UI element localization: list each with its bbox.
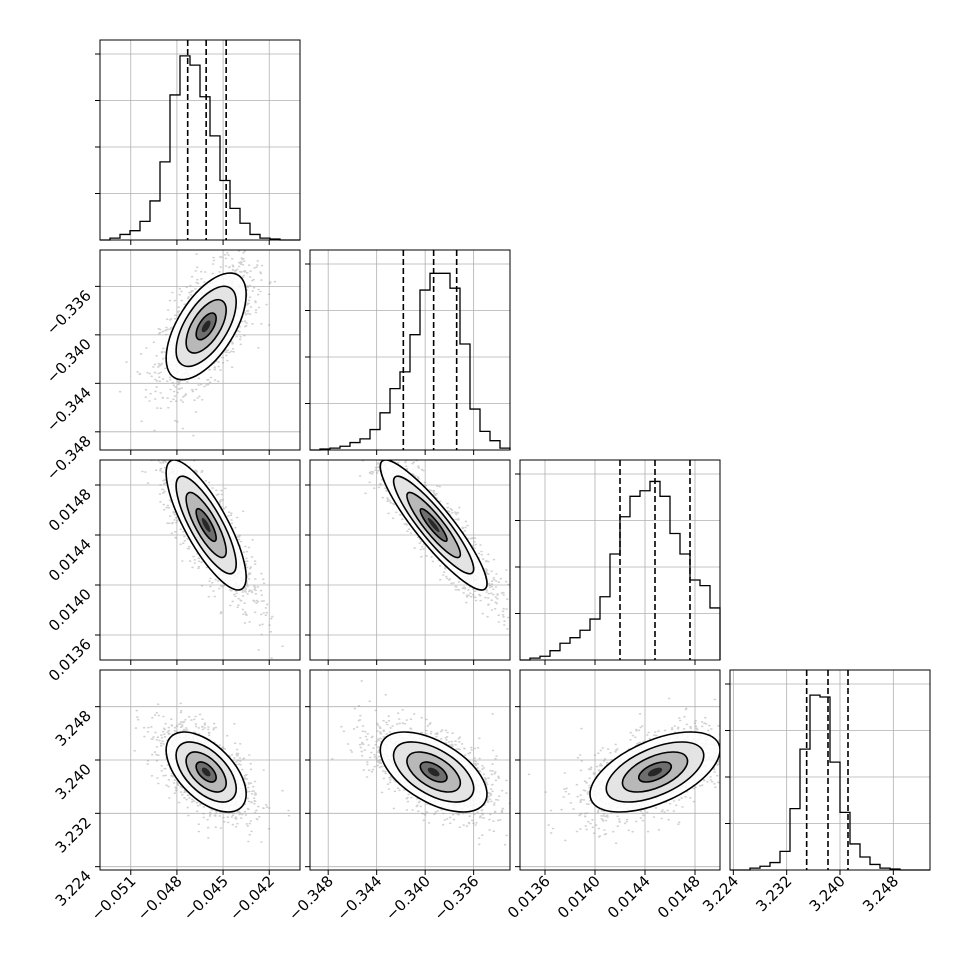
histogram-step: [730, 694, 930, 871]
y-tick-label: 0.0148: [45, 485, 95, 535]
histogram-frame: [729, 669, 931, 871]
scatter-content: [100, 250, 300, 450]
y-tick-label: 0.0140: [45, 585, 95, 635]
x-tick-label: −0.051: [88, 872, 140, 924]
y-tick-label: 3.224: [52, 867, 95, 910]
y-tick-label: 0.0136: [45, 635, 95, 685]
scatter-frame: [519, 669, 721, 871]
x-tick-label: 0.0140: [554, 872, 604, 922]
histogram-panel-p2: [515, 459, 721, 665]
x-tick-label: 3.232: [752, 872, 795, 915]
histogram-frame: [309, 249, 511, 451]
density-contour: [201, 320, 211, 333]
y-tick-label: 3.232: [52, 813, 95, 856]
scatter-panel-p0-p1: [95, 249, 301, 455]
x-tick-label: −0.336: [430, 872, 482, 924]
y-tick-label: 0.0144: [45, 535, 95, 585]
x-tick-label: −0.340: [382, 872, 434, 924]
x-tick-label: −0.348: [285, 872, 337, 924]
x-tick-label: −0.048: [134, 872, 186, 924]
scatter-panel-p0-p2: [95, 459, 301, 665]
density-contour: [647, 767, 663, 777]
density-contour: [201, 767, 211, 777]
scatter-frame: [99, 669, 301, 871]
y-tick-label: −0.344: [43, 383, 95, 435]
scatter-frame: [99, 249, 301, 451]
scatter-content: [310, 460, 510, 660]
y-tick-label: 3.240: [52, 760, 95, 803]
density-contour: [427, 767, 440, 777]
scatter-content: [310, 670, 510, 870]
histogram-frame: [99, 39, 301, 241]
scatter-frame: [309, 669, 511, 871]
scatter-frame: [99, 459, 301, 661]
x-tick-label: 3.224: [699, 872, 742, 915]
y-tick-label: −0.340: [43, 335, 95, 387]
density-contour: [427, 517, 440, 533]
scatter-panel-p1-p3: [305, 669, 511, 875]
histogram-frame: [519, 459, 721, 661]
y-tick-label: −0.348: [43, 432, 95, 484]
y-tick-label: −0.336: [43, 286, 95, 338]
x-tick-label: 0.0148: [654, 872, 704, 922]
x-tick-label: 3.240: [806, 872, 849, 915]
histogram-step: [100, 55, 300, 241]
x-tick-label: −0.045: [180, 872, 232, 924]
scatter-panel-p1-p2: [305, 459, 511, 665]
histogram-panel-p0: [95, 39, 301, 245]
scatter-panel-p0-p3: [95, 669, 301, 875]
scatter-content: [100, 670, 300, 870]
histogram-panel-p1: [305, 249, 511, 455]
scatter-frame: [309, 459, 511, 661]
x-tick-label: −0.344: [334, 872, 386, 924]
scatter-panel-p2-p3: [515, 669, 721, 875]
histogram-panel-p3: [725, 669, 931, 875]
histogram-step: [310, 272, 511, 451]
x-tick-label: 3.248: [859, 872, 902, 915]
scatter-content: [100, 460, 300, 660]
x-tick-label: 0.0136: [504, 872, 554, 922]
y-tick-label: 3.248: [52, 707, 95, 750]
x-tick-label: 0.0144: [604, 872, 654, 922]
density-contour: [201, 517, 211, 533]
x-tick-label: −0.042: [226, 872, 278, 924]
scatter-content: [520, 670, 720, 870]
